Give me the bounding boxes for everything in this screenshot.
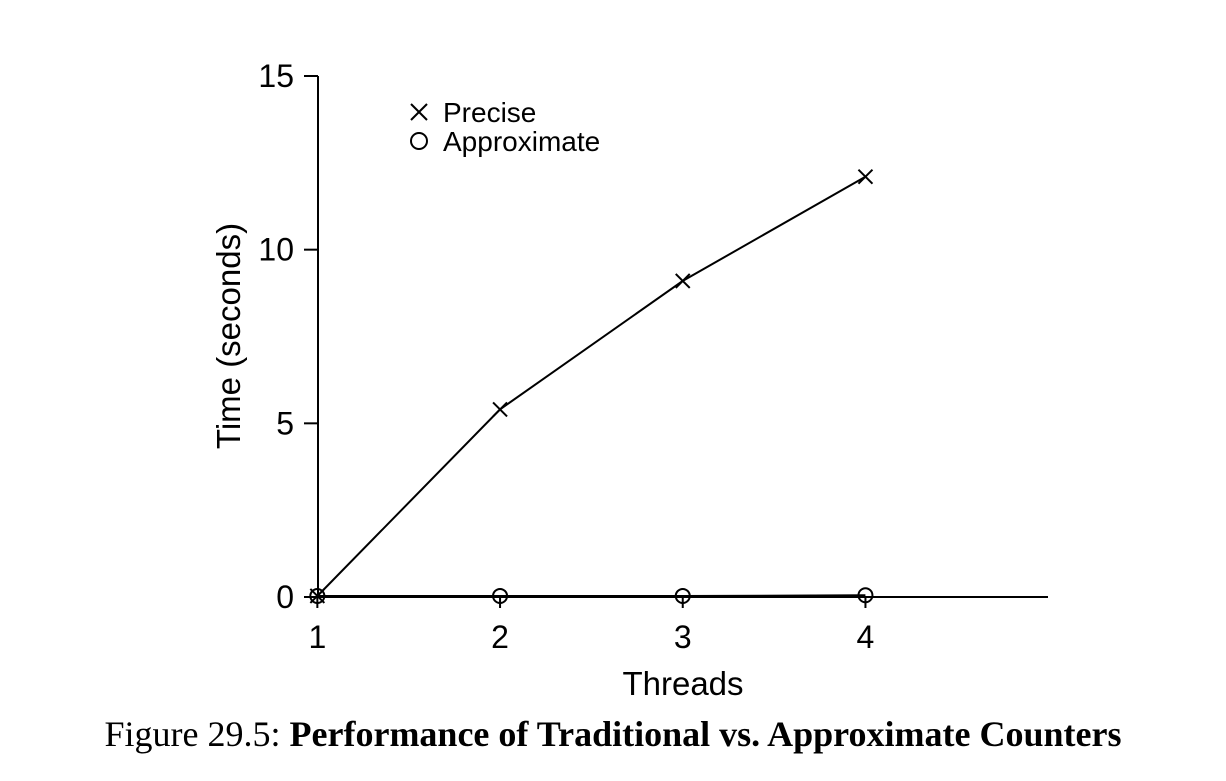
series-line-approximate <box>317 594 866 597</box>
legend-item-precise: Precise <box>410 97 536 128</box>
x-ticks: 1 2 3 4 <box>308 597 874 655</box>
legend-precise-marker <box>410 103 428 121</box>
point-precise-4 <box>857 169 874 185</box>
y-tick-label-1: 5 <box>276 405 294 441</box>
point-approximate-3 <box>674 587 691 604</box>
series-layer <box>309 169 874 604</box>
y-tick-label-2: 10 <box>258 232 294 268</box>
point-precise-2-stroke-b <box>492 401 508 418</box>
point-precise-3 <box>675 273 691 289</box>
y-tick-label-0: 0 <box>276 579 294 615</box>
point-precise-4-stroke-b <box>857 169 874 185</box>
figure-caption: Figure 29.5: Performance of Traditional … <box>0 713 1226 755</box>
line-chart: 0 5 10 15 1 2 3 4 Threads Time (seconds) Preci… <box>210 58 1048 702</box>
series-line-precise <box>316 175 866 597</box>
point-precise-3-stroke-b <box>675 273 691 289</box>
y-tick-label-3: 15 <box>258 58 294 94</box>
point-approximate-2 <box>492 587 509 604</box>
y-axis-title: Time (seconds) <box>210 223 247 449</box>
x-tick-label-1: 2 <box>491 619 509 655</box>
legend: Precise Approximate <box>410 97 600 157</box>
x-axis-title: Threads <box>622 665 743 702</box>
axes <box>304 76 1048 598</box>
caption-title: Performance of Traditional vs. Approxima… <box>289 714 1122 754</box>
legend-item-approximate: Approximate <box>410 126 600 157</box>
legend-precise-label: Precise <box>443 97 536 128</box>
y-ticks: 0 5 10 15 <box>258 58 318 615</box>
x-tick-label-2: 3 <box>674 619 692 655</box>
point-approximate-1 <box>309 587 326 604</box>
x-tick-label-3: 4 <box>857 619 875 655</box>
legend-approximate-label: Approximate <box>443 126 600 157</box>
legend-approximate-marker <box>410 132 428 150</box>
caption-label: Figure 29.5: <box>104 714 281 754</box>
x-tick-label-0: 1 <box>308 619 326 655</box>
point-approximate-4 <box>857 587 874 604</box>
point-precise-2 <box>492 401 508 418</box>
